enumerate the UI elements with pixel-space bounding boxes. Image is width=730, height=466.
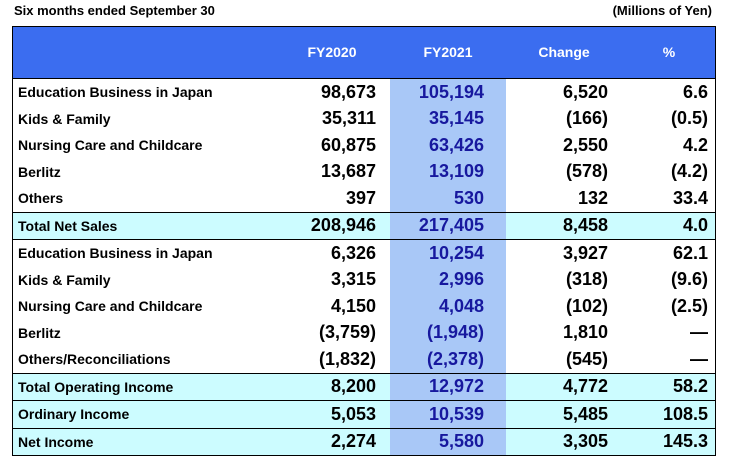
financial-summary-table: FY2020 FY2021 Change % Education Busines… — [12, 26, 716, 456]
change-value: (166) — [565, 108, 608, 129]
table-row: Nursing Care and Childcare 60,875 63,426… — [12, 132, 716, 159]
fy2021-value: 530 — [390, 185, 506, 212]
units-note: (Millions of Yen) — [612, 3, 712, 18]
table-row: Others 397 530 132 33.4 — [12, 185, 716, 212]
fy2021-value: (2,378) — [390, 346, 506, 373]
table-row: Berlitz (3,759) (1,948) 1,810 ― — [12, 319, 716, 346]
fy2020-value: (3,759) — [318, 322, 376, 343]
table-row: Kids & Family 35,311 35,145 (166) (0.5) — [12, 105, 716, 132]
total-row: Net Income 2,274 5,580 3,305 145.3 — [12, 427, 716, 456]
row-label: Total Operating Income — [12, 372, 274, 401]
percent-value: (0.5) — [670, 108, 708, 129]
fy2020-value: 8,200 — [274, 372, 390, 401]
change-value: 132 — [577, 187, 608, 208]
row-label: Berlitz — [18, 163, 61, 180]
fy2021-value: 5,580 — [390, 427, 506, 456]
percent-value: (2.5) — [670, 295, 708, 316]
change-value: (578) — [565, 161, 608, 182]
row-label: Education Business in Japan — [12, 239, 274, 267]
header-row: FY2020 FY2021 Change % — [12, 26, 716, 79]
fy2020-value: 4,150 — [330, 295, 376, 316]
fy2021-value: 13,109 — [390, 158, 506, 185]
total-row: Ordinary Income 5,053 10,539 5,485 108.5 — [12, 400, 716, 428]
row-label: Nursing Care and Childcare — [18, 298, 203, 315]
table-row: Nursing Care and Childcare 4,150 4,048 (… — [12, 293, 716, 320]
change-value: 2,550 — [562, 134, 608, 155]
percent-value: 145.3 — [622, 427, 716, 456]
fy2021-value: 63,426 — [390, 132, 506, 159]
percent-value: ― — [690, 322, 708, 343]
fy2020-value: 60,875 — [320, 134, 376, 155]
fy2021-value: 2,996 — [390, 266, 506, 293]
header-percent: % — [622, 26, 716, 79]
table-row: Berlitz 13,687 13,109 (578) (4.2) — [12, 158, 716, 185]
fy2021-value: 10,254 — [390, 239, 506, 267]
percent-value: 33.4 — [672, 187, 708, 208]
row-label: Nursing Care and Childcare — [18, 137, 203, 154]
fy2021-value: 12,972 — [390, 372, 506, 401]
change-value: 5,485 — [506, 400, 622, 428]
row-label: Ordinary Income — [12, 400, 274, 428]
fy2021-value: 4,048 — [390, 293, 506, 320]
fy2020-value: 35,311 — [321, 108, 376, 129]
percent-value: 58.2 — [622, 372, 716, 401]
change-value: 4,772 — [506, 372, 622, 401]
fy2020-value: 397 — [345, 187, 376, 208]
table-caption: Six months ended September 30 — [14, 3, 215, 18]
row-label: Kids & Family — [18, 110, 111, 127]
row-label: Total Net Sales — [12, 211, 274, 240]
fy2020-value: 5,053 — [274, 400, 390, 428]
percent-value: 4.2 — [682, 134, 708, 155]
row-label: Net Income — [12, 427, 274, 456]
total-row: Total Operating Income 8,200 12,972 4,77… — [12, 372, 716, 401]
row-label: Education Business in Japan — [18, 84, 213, 101]
fy2020-value: 98,673 — [320, 81, 376, 102]
fy2020-value: 208,946 — [274, 211, 390, 240]
fy2020-value: 13,687 — [320, 161, 376, 182]
change-value: 6,520 — [562, 81, 608, 102]
total-row: Total Net Sales 208,946 217,405 8,458 4.… — [12, 211, 716, 240]
percent-value: 108.5 — [622, 400, 716, 428]
percent-value: 6.6 — [682, 81, 708, 102]
fy2020-value: 2,274 — [274, 427, 390, 456]
change-value: (545) — [565, 348, 608, 369]
fy2021-value: 217,405 — [390, 211, 506, 240]
header-fy2021: FY2021 — [390, 26, 506, 79]
change-value: 3,305 — [506, 427, 622, 456]
header-change: Change — [506, 26, 622, 79]
row-label: Kids & Family — [18, 271, 111, 288]
fy2021-value: (1,948) — [390, 319, 506, 346]
fy2020-value: 6,326 — [274, 239, 390, 267]
change-value: (318) — [565, 269, 608, 290]
fy2020-value: (1,832) — [318, 348, 376, 369]
change-value: (102) — [565, 295, 608, 316]
table-row: Education Business in Japan 6,326 10,254… — [12, 239, 716, 267]
change-value: 8,458 — [506, 211, 622, 240]
percent-value: (4.2) — [670, 161, 708, 182]
fy2020-value: 3,315 — [330, 269, 376, 290]
row-label: Others — [18, 190, 64, 207]
percent-value: 62.1 — [622, 239, 716, 267]
table-row: Kids & Family 3,315 2,996 (318) (9.6) — [12, 266, 716, 293]
row-label: Berlitz — [18, 324, 61, 341]
change-value: 3,927 — [506, 239, 622, 267]
percent-value: (9.6) — [670, 269, 708, 290]
percent-value: 4.0 — [622, 211, 716, 240]
fy2021-value: 105,194 — [390, 78, 506, 106]
fy2021-value: 35,145 — [390, 105, 506, 132]
fy2021-value: 10,539 — [390, 400, 506, 428]
change-value: 1,810 — [562, 322, 608, 343]
table-row: Education Business in Japan 98,673 105,1… — [12, 78, 716, 106]
percent-value: ― — [690, 348, 708, 369]
header-label-column — [12, 26, 274, 79]
header-fy2020: FY2020 — [274, 26, 390, 79]
table-row: Others/Reconciliations (1,832) (2,378) (… — [12, 346, 716, 373]
row-label: Others/Reconciliations — [18, 351, 171, 368]
